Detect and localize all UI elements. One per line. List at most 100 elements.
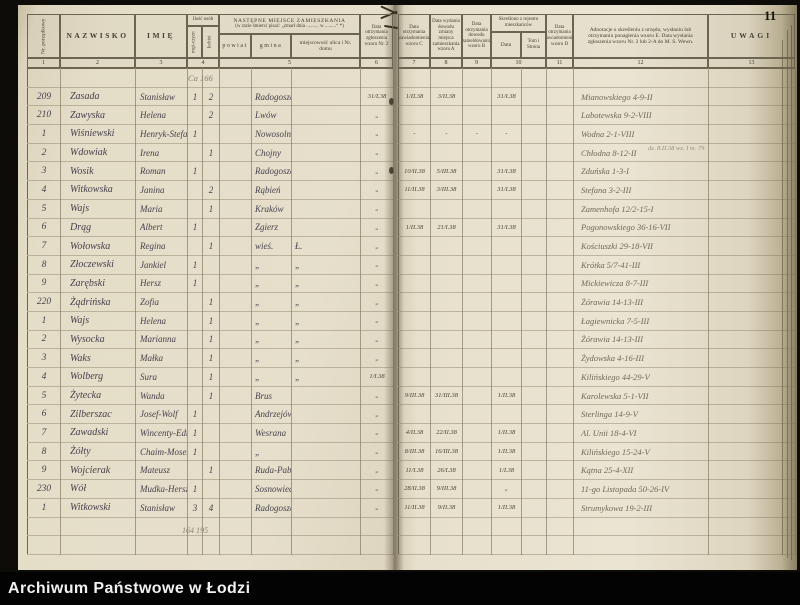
ledger-row: 3 Waks Małka 1 „ „ „ (27, 348, 394, 368)
header-col-powiat: powiat (219, 34, 251, 58)
ledger-row: 230 Wół Mudka-Hersz 1 Sosnowiec „ (27, 479, 394, 499)
ledger-cell (462, 87, 492, 107)
ledger-cell: „ (360, 180, 394, 200)
ledger-cell (462, 442, 492, 462)
ledger-cell (462, 199, 492, 219)
ledger-cell (546, 218, 574, 238)
ledger-cell (187, 367, 203, 387)
ledger-cell (251, 535, 292, 555)
ledger-cell (546, 68, 574, 88)
ledger-cell: - (398, 124, 431, 144)
ledger-cell: 1 (202, 460, 220, 481)
ledger-cell (219, 255, 252, 275)
ledger-cell (546, 199, 574, 219)
ledger-row: 8 Żółty Chaim-Mosek 1 „ „ (27, 442, 394, 462)
ledger-cell (398, 292, 431, 312)
ledger-cell: 1 (202, 236, 220, 256)
ledger-cell (521, 330, 547, 350)
ledger-cell (708, 124, 796, 144)
ledger-cell: 1 (27, 124, 61, 144)
ledger-cell: 1 (202, 292, 220, 312)
ledger-cell: Nowosolna (251, 124, 292, 144)
ledger-cell (60, 535, 136, 555)
ledger-cell: 21/I.38 (430, 218, 463, 238)
ledger-cell (462, 498, 492, 518)
ledger-cell (521, 386, 547, 406)
ledger-cell: „ (360, 330, 394, 350)
ledger-cell (546, 105, 574, 126)
ledger-cell (187, 143, 203, 163)
ledger-cell (219, 292, 252, 312)
ledger-row: 2 Wysocka Marianna 1 „ „ „ (27, 330, 394, 350)
ledger-cell: Zilberszac (60, 404, 136, 425)
ledger-row: Chłodna 8-12-II (398, 143, 796, 163)
ledger-cell: Złoczewski (60, 255, 136, 275)
ledger-cell (708, 292, 796, 312)
ledger-cell (708, 274, 796, 294)
ledger-cell: Kilińskiego 15-24-V (573, 442, 709, 462)
ledger-cell: 9 (27, 460, 61, 481)
ledger-table-right: 1/II.38 3/II.38 31/I.38 Mianowskiego 4-9-II… (398, 68, 796, 555)
ledger-row: 4 Wolberg Sura 1 „ „ 1/I.38 (27, 367, 394, 387)
ledger-cell (219, 105, 252, 126)
ledger-cell (430, 535, 463, 555)
ledger-cell: Sosnowiec (251, 479, 292, 499)
header-colnum-5: 5 (219, 58, 360, 68)
ledger-cell (521, 143, 547, 163)
ledger-cell: Wajs (60, 199, 136, 219)
ledger-cell (430, 517, 463, 537)
ledger-cell (546, 460, 574, 481)
ledger-cell (202, 404, 220, 425)
ledger-cell (521, 199, 547, 219)
ledger-cell (202, 479, 220, 499)
ledger-cell (462, 386, 492, 406)
ledger-cell: Kilińskiego 44-29-V (573, 367, 709, 387)
ledger-cell (708, 423, 796, 443)
ledger-cell: Radogoszcz (251, 87, 292, 107)
ledger-cell (546, 404, 574, 425)
ledger-cell (546, 517, 574, 537)
ledger-cell (187, 105, 203, 126)
ledger-row: Krótka 5/7-41-III (398, 255, 796, 275)
ledger-cell (291, 124, 361, 144)
ledger-cell: 1 (202, 311, 220, 331)
ledger-cell (521, 535, 547, 555)
ledger-cell: 209 (27, 87, 61, 107)
ledger-cell: Drąg (60, 218, 136, 238)
ledger-cell (491, 404, 522, 425)
ledger-cell: Zgierz (251, 218, 292, 238)
ledger-cell (430, 367, 463, 387)
ledger-cell (708, 199, 796, 219)
ledger-cell: 2 (202, 180, 220, 200)
ledger-cell: 1/I.38 (491, 460, 522, 481)
ledger-cell: Karolewska 5-1-VII (573, 386, 709, 406)
ledger-cell (430, 348, 463, 368)
ledger-cell: Chaim-Mosek (135, 442, 188, 462)
ledger-cell: Stanisław (135, 87, 188, 107)
ledger-cell: Wesrana (251, 423, 292, 443)
ledger-row: - - - - Wodna 2-1-VIII (398, 124, 796, 144)
ledger-cell: 31/I.38 (491, 161, 522, 182)
ledger-cell (462, 517, 492, 537)
ledger-row: 1 Wajs Helena 1 „ „ „ (27, 311, 394, 331)
header-col-imie: IMIĘ (135, 14, 187, 58)
archive-caption-bar: Archiwum Państwowe w Łodzi (0, 572, 800, 605)
header-colnum-13: 13 (708, 58, 795, 68)
ledger-cell: 1 (187, 255, 203, 275)
ledger-cell (219, 348, 252, 368)
ledger-cell (202, 517, 220, 537)
ledger-cell (546, 498, 574, 518)
ledger-cell: 4/II.38 (398, 423, 431, 443)
ledger-row: 11/II.38 3/III.38 31/I.38 Stefana 3-2-III (398, 180, 796, 200)
ledger-cell: 31/I.38 (491, 180, 522, 200)
ledger-row (398, 535, 796, 555)
ledger-cell (462, 348, 492, 368)
ledger-cell: Wysocka (60, 330, 136, 350)
ledger-cell (521, 404, 547, 425)
ledger-cell: 31/I.38 (360, 87, 394, 107)
ledger-cell: Stefana 3-2-III (573, 180, 709, 200)
ledger-cell (187, 68, 203, 88)
header-col-skreslono-data: Data (491, 32, 521, 58)
ledger-cell: 2 (27, 330, 61, 350)
